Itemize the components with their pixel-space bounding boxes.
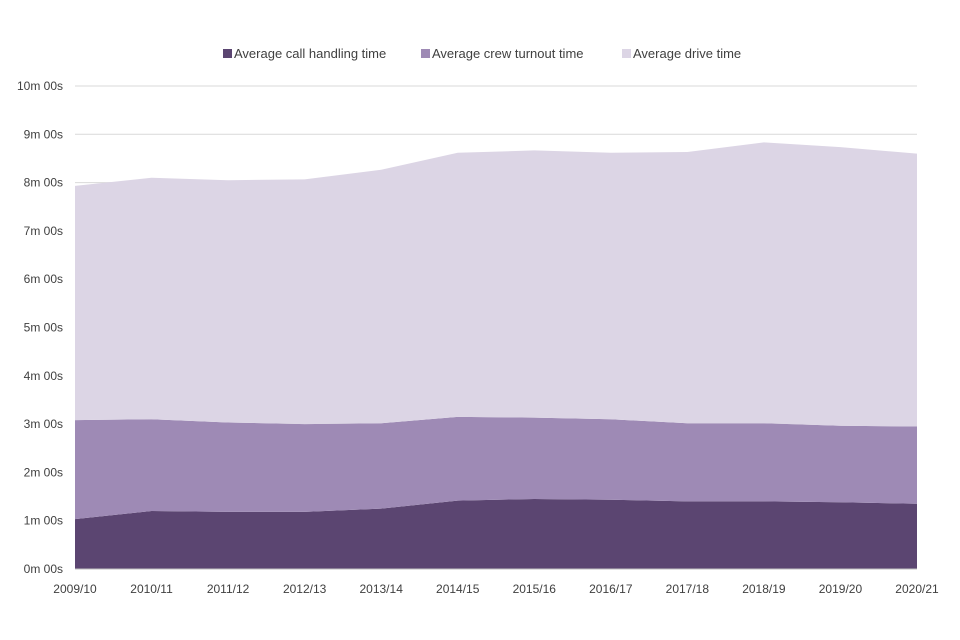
legend-label: Average crew turnout time [432, 46, 584, 61]
x-tick-label: 2016/17 [589, 582, 633, 596]
y-tick-label: 0m 00s [24, 562, 63, 576]
x-tick-label: 2014/15 [436, 582, 480, 596]
y-tick-label: 6m 00s [24, 272, 63, 286]
legend-label: Average call handling time [234, 46, 386, 61]
x-tick-label: 2009/10 [53, 582, 97, 596]
area-average-crew-turnout-time [75, 416, 917, 520]
y-tick-label: 8m 00s [24, 176, 63, 190]
y-tick-label: 4m 00s [24, 369, 63, 383]
y-axis-tick-labels: 0m 00s 1m 00s 2m 00s 3m 00s 4m 00s 5m 00s 6m 0… [17, 79, 63, 576]
x-tick-label: 2018/19 [742, 582, 786, 596]
y-tick-label: 9m 00s [24, 127, 63, 141]
legend-label: Average drive time [633, 46, 741, 61]
legend-swatch [622, 49, 631, 58]
x-axis-tick-labels: 2009/10 2010/11 2011/12 2012/13 2013/14 2014/… [53, 582, 939, 596]
legend-item-average-call-handling-time: Average call handling time [223, 46, 386, 61]
y-tick-label: 2m 00s [24, 465, 63, 479]
area-average-call-handling-time [75, 498, 917, 569]
x-tick-label: 2015/16 [513, 582, 557, 596]
x-tick-label: 2020/21 [895, 582, 939, 596]
x-tick-label: 2012/13 [283, 582, 327, 596]
y-tick-label: 5m 00s [24, 321, 63, 335]
x-tick-label: 2017/18 [666, 582, 710, 596]
legend-item-average-drive-time: Average drive time [622, 46, 741, 61]
x-tick-label: 2010/11 [130, 582, 173, 596]
legend-item-average-crew-turnout-time: Average crew turnout time [421, 46, 584, 61]
legend-swatch [223, 49, 232, 58]
y-tick-label: 10m 00s [17, 79, 63, 93]
x-tick-label: 2019/20 [819, 582, 863, 596]
legend-swatch [421, 49, 430, 58]
area-average-drive-time [75, 142, 917, 427]
y-tick-label: 1m 00s [24, 514, 63, 528]
x-tick-label: 2013/14 [359, 582, 403, 596]
y-tick-label: 7m 00s [24, 224, 63, 238]
series-areas [75, 142, 917, 569]
x-tick-label: 2011/12 [207, 582, 250, 596]
legend: Average call handling time Average crew t… [223, 46, 741, 61]
y-tick-label: 3m 00s [24, 417, 63, 431]
